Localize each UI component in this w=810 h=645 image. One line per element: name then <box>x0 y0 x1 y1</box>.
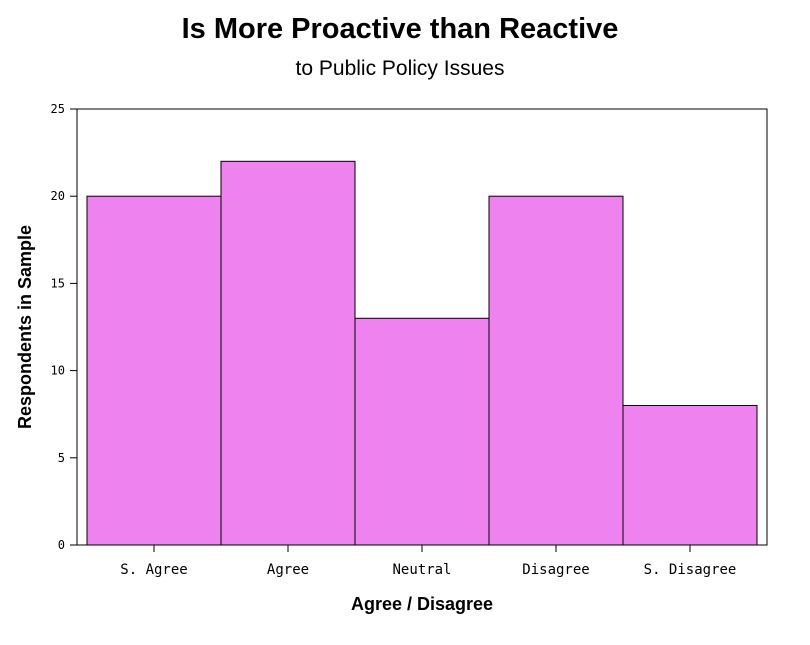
x-tick-label: Agree <box>267 562 309 578</box>
y-tick-label: 0 <box>58 538 65 552</box>
y-tick-label: 25 <box>51 102 65 116</box>
bars-group <box>86 160 758 546</box>
x-tick-label: S. Disagree <box>644 562 737 578</box>
x-axis-label: Agree / Disagree <box>351 594 493 614</box>
y-axis: 0 5 10 15 20 25 <box>51 102 77 552</box>
y-tick-label: 20 <box>51 189 65 203</box>
x-tick-label: Disagree <box>522 562 589 578</box>
bar-disagree <box>488 195 624 546</box>
bar-s-disagree <box>622 404 758 546</box>
bar-agree <box>220 160 356 546</box>
x-tick-label: Neutral <box>392 562 451 578</box>
bar-neutral <box>354 317 490 546</box>
bar-s-agree <box>86 195 222 546</box>
y-tick-label: 5 <box>58 451 65 465</box>
y-tick-label: 15 <box>51 276 65 290</box>
y-tick-label: 10 <box>51 364 65 378</box>
chart-title: Is More Proactive than Reactive <box>182 13 619 45</box>
x-tick-label: S. Agree <box>120 562 187 578</box>
x-axis: S. Agree Agree Neutral Disagree S. Disagree <box>120 545 736 578</box>
y-axis-label: Respondents in Sample <box>15 225 35 429</box>
chart-subtitle: to Public Policy Issues <box>296 57 505 80</box>
